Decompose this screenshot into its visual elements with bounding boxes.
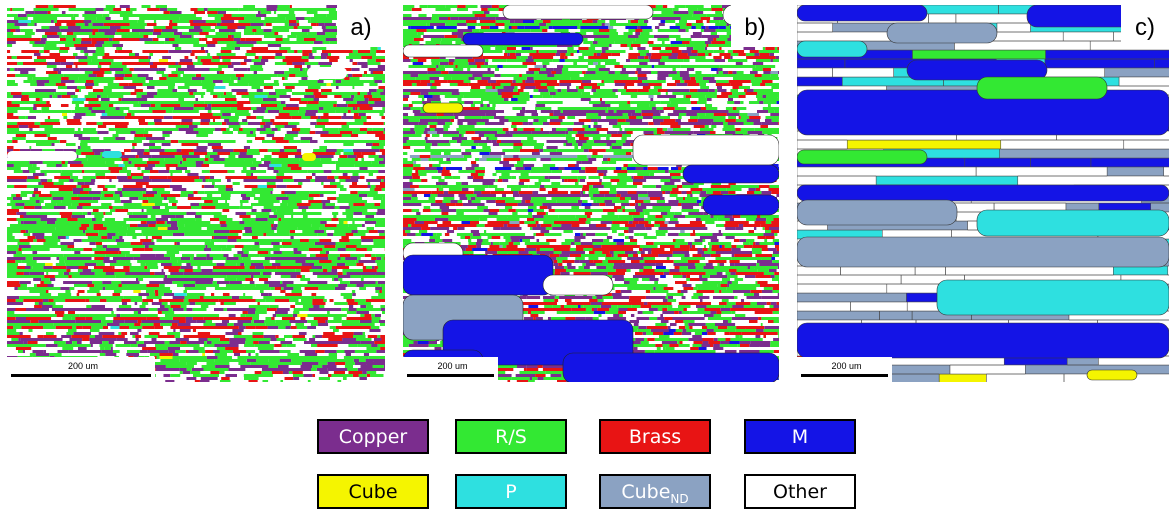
panel-label: c) (1135, 14, 1155, 41)
scale-bar (407, 374, 494, 377)
legend-text: P (505, 481, 516, 503)
grain (703, 195, 779, 215)
figure: a) 200 um b) 200 um c) 200 um Copper R/S Brass M C… (0, 0, 1169, 510)
legend-subscript: ND (670, 492, 688, 506)
grain (683, 165, 779, 183)
legend-text: M (792, 426, 808, 448)
legend-label: Cube (348, 481, 397, 503)
legend-text: Cube (621, 481, 670, 503)
grain (797, 185, 1169, 201)
legend-label: Brass (629, 426, 681, 448)
grain (977, 77, 1107, 99)
legend-label: P (505, 481, 516, 503)
grain (977, 210, 1169, 236)
grain (307, 67, 347, 79)
grain (797, 41, 867, 57)
grain (797, 323, 1169, 358)
legend-label: M (792, 426, 808, 448)
legend-text: Cube (348, 481, 397, 503)
grain (7, 151, 77, 161)
ebsd-map: c) 200 um (797, 5, 1169, 383)
ebsd-map: a) 200 um (7, 5, 398, 383)
scale-bar-label: 200 um (831, 361, 861, 371)
grain (563, 353, 779, 383)
grain (102, 151, 122, 158)
grain (403, 45, 483, 57)
legend-label: Copper (339, 426, 408, 448)
ebsd-map: b) 200 um (403, 5, 790, 383)
legend-label: Other (773, 481, 827, 503)
grain (797, 237, 1169, 267)
grain (887, 23, 997, 43)
grain (797, 150, 927, 164)
grain (797, 200, 957, 225)
grain (423, 103, 463, 113)
grain (937, 280, 1169, 315)
grain (1087, 370, 1137, 380)
grain (633, 135, 779, 165)
grain (503, 5, 653, 19)
scale-bar-label: 200 um (68, 361, 98, 371)
legend-text: Copper (339, 426, 408, 448)
panel-label: b) (744, 14, 765, 41)
legend-text: R/S (495, 426, 527, 448)
grain (302, 153, 316, 161)
grain (543, 275, 613, 295)
texture-region (912, 50, 1045, 59)
panel-label: a) (350, 14, 371, 41)
grain (797, 5, 927, 21)
legend-text: Brass (629, 426, 681, 448)
grain (403, 255, 553, 295)
scale-bar-label: 200 um (437, 361, 467, 371)
legend-label: R/S (495, 426, 527, 448)
scale-bar (801, 374, 888, 377)
scale-bar (11, 374, 151, 377)
legend-text: Other (773, 481, 827, 503)
grain (463, 33, 583, 45)
